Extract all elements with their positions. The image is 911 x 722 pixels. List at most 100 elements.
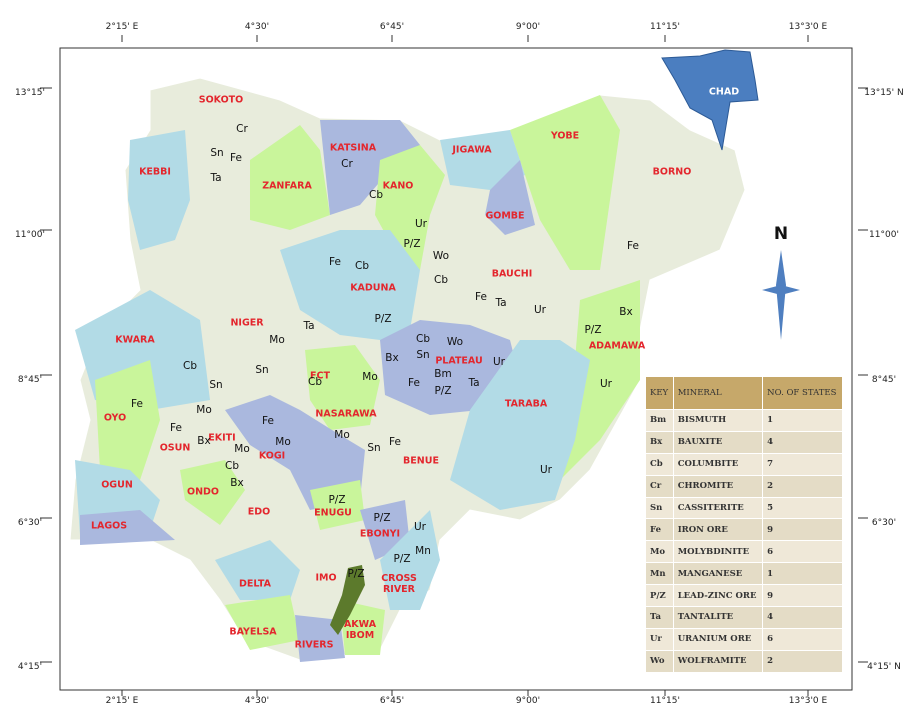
region [440,130,525,190]
mineral-label: Cb [355,260,369,272]
state-label: DELTA [239,578,271,590]
state-label: LAGOS [90,520,128,532]
key-row: Mo MOLYBDINITE 6 [645,540,843,564]
mineral-label: P/Z [393,553,411,565]
key-cell: Mn [645,562,674,586]
y-axis-label: 8°45' [17,375,43,385]
x-axis-label: 6°45' [379,22,405,32]
mineral-label: Ur [492,356,506,368]
x-axis-label: 13°3'0 E [788,696,828,706]
region [320,120,420,215]
mineral-label: Fe [329,256,341,268]
mineral-label: Wo [432,250,450,262]
key-header: KEY MINERAL NO. OF STATES [645,376,843,410]
mineral-label: Ta [303,320,315,332]
key-cell: 7 [762,452,843,476]
state-label: EDO [247,506,271,518]
state-label: KWARA [115,334,155,346]
mineral-label: Cb [308,376,322,388]
y-axis-label: 13°15' N [864,88,904,98]
key-cell: Ur [645,627,674,651]
mineral-label: P/Z [584,324,602,336]
state-label: AKWA IBOM [343,619,377,641]
state-label: ADAMAWA [588,340,646,352]
x-axis-label: 4°30' [244,696,270,706]
y-axis-label: 6°30' [17,518,43,528]
x-axis-label: 13°3'0 E [788,22,828,32]
key-cell: 5 [762,496,843,520]
mineral-label: Ur [413,521,427,533]
mineral-label: P/Z [374,313,392,325]
chad-lake [661,49,759,151]
state-label: NASARAWA [315,408,377,420]
state-label: KEBBI [139,166,171,178]
state-label: OYO [103,412,127,424]
mineral-label: Mo [234,443,250,455]
state-label: TARABA [504,398,548,410]
y-axis-label: 11°00' [15,230,45,240]
key-cell: Sn [645,496,674,520]
region [225,595,300,650]
key-cell: 4 [762,430,843,454]
key-header-cell: KEY [645,376,674,410]
mineral-label: Sn [367,442,381,454]
mineral-label: Bm [434,368,452,380]
mineral-label: Fe [627,240,639,252]
key-cell: CASSITERITE [672,496,764,520]
mineral-label: Cr [236,123,248,135]
mineral-label: Cb [225,460,239,472]
key-cell: P/Z [645,584,674,608]
mineral-label: Ur [414,218,428,230]
mineral-label: Sn [416,349,430,361]
mineral-label: Ta [468,377,480,389]
state-label: OGUN [101,479,133,491]
mineral-label: Mo [362,371,378,383]
key-cell: WOLFRAMITE [672,649,764,673]
key-row: Fe IRON ORE 9 [645,518,843,542]
key-header-cell: MINERAL [672,376,764,410]
mineral-label: Cb [416,333,430,345]
region [180,460,245,525]
key-cell: 9 [762,584,843,608]
region [305,345,380,430]
region [450,340,590,510]
y-axis-label: 13°15' [15,88,45,98]
key-cell: 1 [762,409,843,432]
key-cell: Fe [645,518,674,542]
x-axis-label: 6°45' [379,696,405,706]
region [380,510,440,610]
key-row: Cr CHROMITE 2 [645,474,843,498]
key-row: Bx BAUXITE 4 [645,430,843,454]
key-cell: TANTALITE [672,606,764,629]
key-row: Ta TANTALITE 4 [645,606,843,629]
mineral-label: Mo [334,429,350,441]
mineral-label: P/Z [434,385,452,397]
y-axis-label: 4°15' [17,662,43,672]
key-cell: 2 [762,474,843,498]
state-label: NIGER [230,317,264,329]
key-cell: Bx [645,430,674,454]
key-cell: Mo [645,540,674,564]
mineral-label: P/Z [328,494,346,506]
mineral-label: Mo [196,404,212,416]
key-row: Ur URANIUM ORE 6 [645,627,843,651]
mineral-label: Ta [495,297,507,309]
mineral-label: Mn [415,545,431,557]
mineral-label: Cb [369,189,383,201]
y-axis-label: 8°45' [871,375,897,385]
key-row: Wo WOLFRAMITE 2 [645,649,843,673]
mineral-label: Fe [230,152,242,164]
mineral-label: Ta [210,172,222,184]
region [128,130,190,250]
state-label: BAUCHI [491,268,533,280]
region [95,360,160,480]
key-cell: Cb [645,452,674,476]
x-axis-label: 11°15' [650,22,680,32]
region [485,160,535,235]
key-cell: 9 [762,518,843,542]
key-cell: MOLYBDINITE [672,540,764,564]
compass [762,250,800,340]
region [560,280,640,480]
key-cell: COLUMBITE [672,452,764,476]
state-label: KOGI [258,450,286,462]
